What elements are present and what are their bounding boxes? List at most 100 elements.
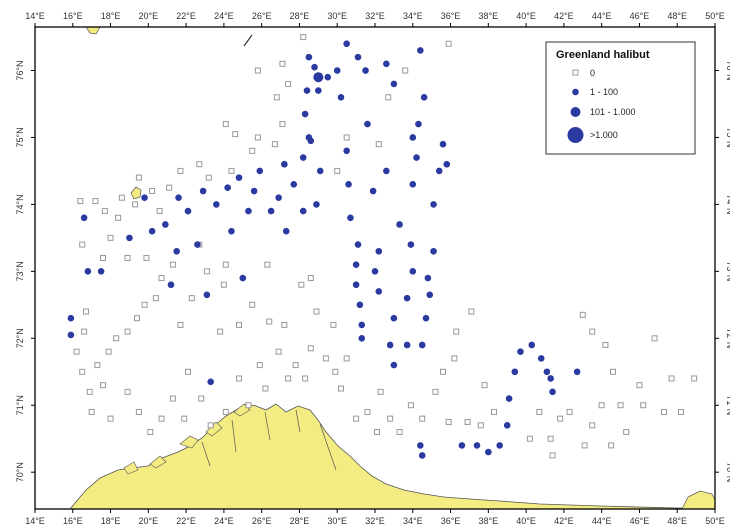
- latitude-axis: 70°N 70°N 71°N 71°N 72°N 72°N 73°N 73°N 74°N 74°N…: [15, 60, 730, 482]
- station-zero-catch: [185, 368, 191, 375]
- legend-symbol-medium: [570, 107, 581, 117]
- station-zero-catch: [203, 268, 210, 275]
- station-zero-catch: [81, 328, 88, 335]
- station-zero-catch: [222, 121, 229, 128]
- station-catch-1-100: [299, 207, 307, 215]
- station-catch-1-100: [485, 448, 492, 456]
- station-zero-catch: [292, 362, 299, 369]
- station-zero-catch: [188, 295, 195, 302]
- station-catch-1-100: [175, 194, 182, 202]
- station-zero-catch: [581, 442, 588, 449]
- station-zero-catch: [132, 201, 139, 208]
- station-zero-catch: [266, 318, 273, 325]
- legend-symbol-zero: [572, 69, 579, 76]
- station-catch-1-100: [67, 331, 75, 339]
- station-zero-catch: [83, 308, 89, 315]
- station-catch-1-100: [282, 227, 290, 235]
- lat-tick-label-right: 70°N: [725, 462, 730, 482]
- lon-tick-label-bottom: 44°E: [592, 516, 612, 526]
- lat-tick-label-right: 73°N: [725, 261, 730, 281]
- lon-tick-label-bottom: 42°E: [554, 516, 574, 526]
- station-catch-1-100: [364, 120, 371, 128]
- station-catch-1-100: [435, 167, 443, 175]
- station-zero-catch: [198, 395, 205, 402]
- station-catch-1-100: [458, 442, 466, 449]
- station-zero-catch: [579, 311, 586, 318]
- coastal-island: [123, 461, 139, 475]
- lon-tick-label-top: 14°E: [25, 11, 45, 21]
- legend-label-large: >1.000: [590, 130, 618, 140]
- station-zero-catch: [124, 388, 131, 395]
- station-catch-1-100: [343, 40, 350, 48]
- station-zero-catch: [330, 321, 337, 328]
- station-catch-1-100: [352, 281, 360, 289]
- station-zero-catch: [236, 375, 242, 382]
- station-catch-1-100: [390, 314, 398, 322]
- station-zero-catch: [477, 422, 484, 429]
- station-zero-catch: [196, 161, 203, 168]
- station-catch-1-100: [173, 247, 180, 255]
- station-zero-catch: [332, 368, 339, 375]
- lat-tick-label-left: 74°N: [15, 194, 25, 214]
- station-catch-1-100: [337, 93, 345, 101]
- station-catch-1-100: [267, 207, 275, 215]
- station-zero-catch: [124, 254, 131, 261]
- station-catch-1-100: [250, 187, 258, 195]
- station-zero-catch: [302, 375, 309, 382]
- station-zero-catch: [149, 188, 156, 195]
- lon-tick-label-bottom: 28°E: [290, 516, 310, 526]
- legend-symbol-large: [567, 127, 584, 143]
- bear-island: [130, 186, 142, 200]
- station-zero-catch: [557, 415, 564, 422]
- station-zero-catch: [549, 452, 556, 459]
- lon-tick-label-top: 34°E: [403, 11, 423, 21]
- station-catch-1-100: [503, 422, 511, 429]
- lat-tick-label-right: 74°N: [725, 194, 730, 214]
- coastal-island: [149, 455, 167, 469]
- station-zero-catch: [273, 94, 280, 101]
- station-catch-1-100: [356, 301, 364, 309]
- lon-tick-label-bottom: 34°E: [403, 516, 423, 526]
- station-zero-catch: [254, 134, 261, 141]
- station-zero-catch: [432, 388, 439, 395]
- lon-tick-label-top: 20°E: [139, 11, 159, 21]
- station-catch-1-100: [228, 227, 235, 235]
- lon-tick-label-top: 24°E: [214, 11, 234, 21]
- lat-tick-label-left: 71°N: [15, 395, 25, 415]
- station-zero-catch: [100, 254, 106, 261]
- station-zero-catch: [298, 281, 305, 288]
- lon-tick-label-bottom: 50°E: [705, 516, 725, 526]
- lon-tick-label-top: 40°E: [516, 11, 536, 21]
- lon-tick-label-top: 22°E: [176, 11, 196, 21]
- station-zero-catch: [445, 418, 452, 425]
- station-zero-catch: [307, 345, 314, 352]
- station-catch-1-100: [517, 348, 524, 355]
- station-zero-catch: [207, 422, 214, 429]
- station-zero-catch: [232, 131, 239, 138]
- station-zero-catch: [678, 408, 684, 415]
- station-catch-1-100: [383, 60, 390, 68]
- station-catch-1-100: [511, 368, 519, 376]
- station-zero-catch: [464, 418, 471, 425]
- stations-catch: [67, 40, 581, 459]
- station-zero-catch: [169, 395, 176, 402]
- station-zero-catch: [281, 321, 288, 328]
- station-zero-catch: [222, 261, 229, 268]
- station-catch-1-100: [245, 207, 252, 215]
- station-catch-1-100: [396, 221, 403, 228]
- station-zero-catch: [602, 341, 609, 348]
- station-catch-1-100: [409, 268, 417, 275]
- station-catch-1-100: [418, 341, 426, 349]
- lon-tick-label-top: 30°E: [327, 11, 347, 21]
- station-catch-1-100: [549, 388, 556, 396]
- station-zero-catch: [79, 241, 86, 248]
- station-zero-catch: [453, 328, 460, 335]
- lon-tick-label-top: 38°E: [479, 11, 499, 21]
- station-zero-catch: [228, 167, 235, 174]
- station-zero-catch: [491, 408, 497, 415]
- station-catch-101-1000: [313, 72, 324, 83]
- station-zero-catch: [661, 408, 667, 415]
- longitude-axis: 14°E 14°E 16°E 16°E 18°E 18°E 20°E 20°E 22°E 22°E…: [25, 11, 725, 526]
- station-zero-catch: [373, 429, 380, 436]
- lon-tick-label-top: 18°E: [101, 11, 121, 21]
